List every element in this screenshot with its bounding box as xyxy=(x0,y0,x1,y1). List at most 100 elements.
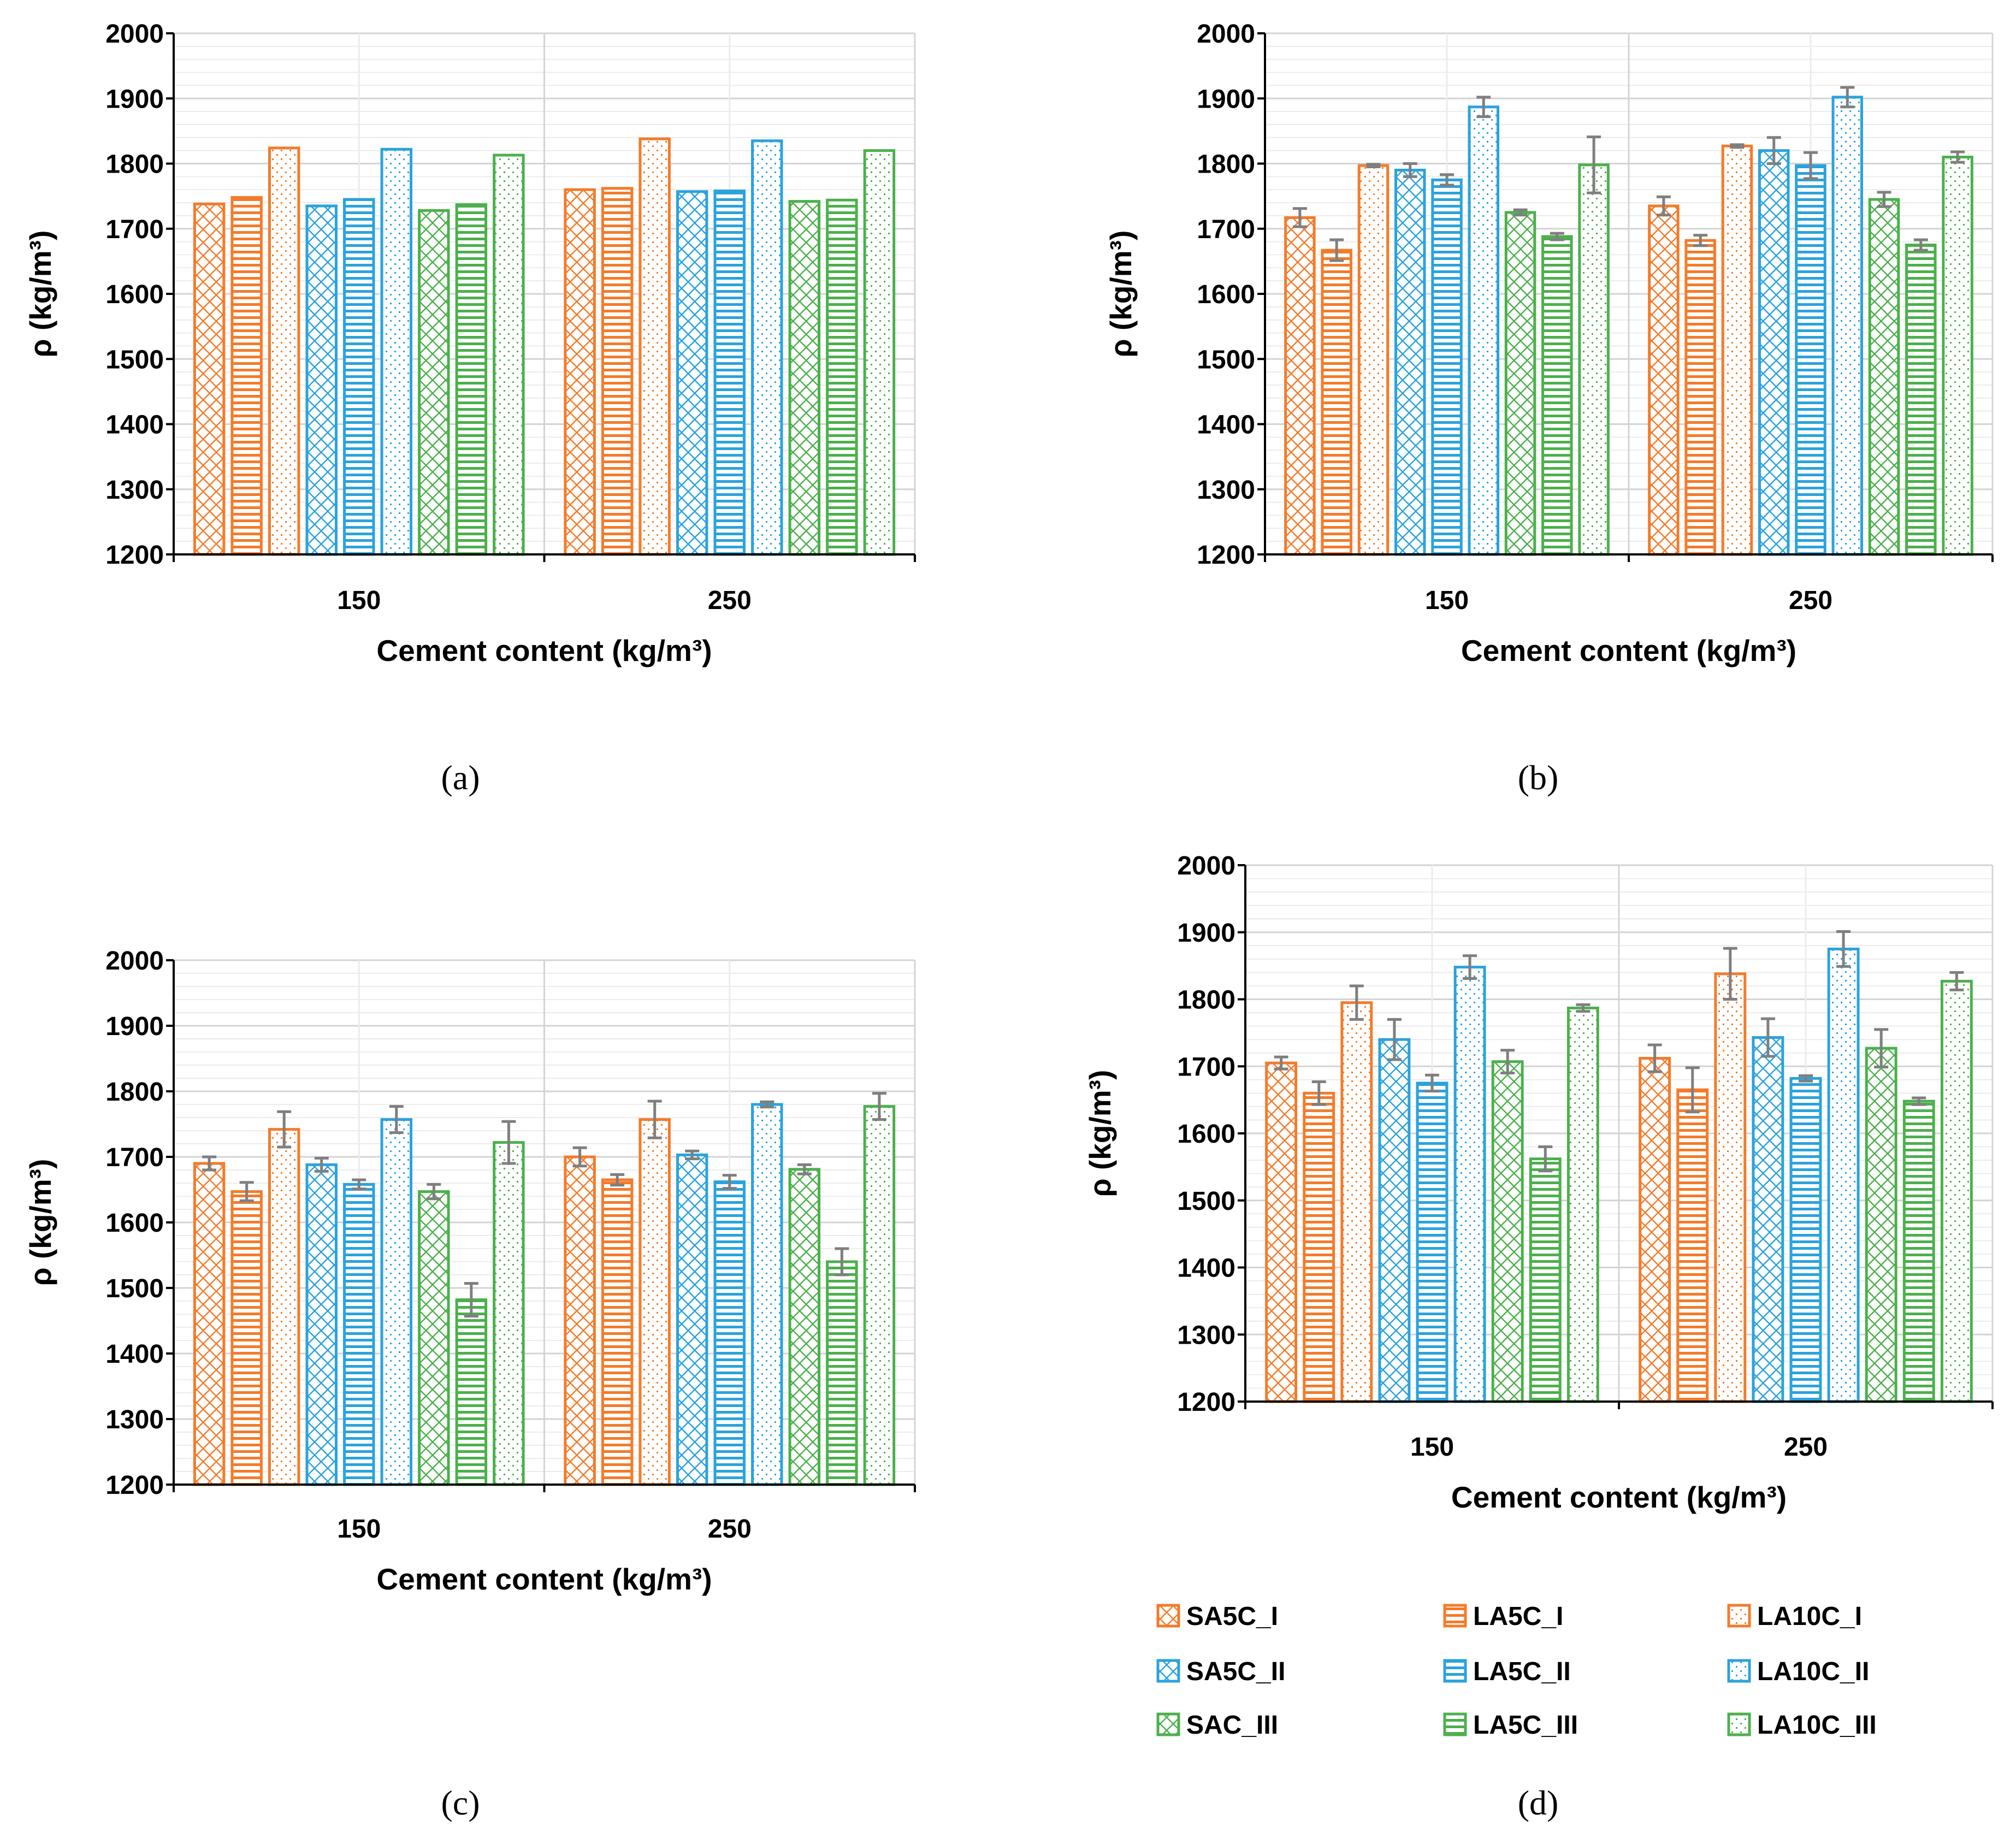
errorbar-LA10C_I-150 xyxy=(1366,163,1381,168)
bar-SA5C_I-150 xyxy=(193,1162,226,1486)
bar-LA5C_III-250 xyxy=(826,198,858,556)
bar-LA5C_II-250 xyxy=(1795,164,1826,556)
bar-LA5C_II-150 xyxy=(1416,1081,1449,1403)
bar-LA5C_II-250 xyxy=(713,1180,746,1486)
y-axis-title: ρ (kg/m³) xyxy=(1104,230,1138,358)
bar-SA5C_II-150 xyxy=(1394,168,1426,556)
x-axis-title: Cement content (kg/m³) xyxy=(376,1562,712,1596)
bar-SA5C_I-150 xyxy=(1284,216,1316,556)
errorbar-LA10C_II-250 xyxy=(1840,86,1855,109)
x-axis-title: Cement content (kg/m³) xyxy=(1461,634,1796,667)
bar-SA5C_I-150 xyxy=(193,202,226,556)
errorbar-LA10C_III-250 xyxy=(1949,971,1964,991)
legend-label: SAC_III xyxy=(1186,1711,1278,1740)
y-tick-label: 1700 xyxy=(1197,215,1255,244)
y-tick-label: 1600 xyxy=(105,1209,164,1238)
errorbar-LA10C_I-250 xyxy=(1730,143,1745,149)
panel-caption: (a) xyxy=(441,758,480,797)
y-tick-label: 1300 xyxy=(1197,476,1255,505)
bar-SAC_III-250 xyxy=(1868,198,1900,556)
errorbar-SA5C_I-150 xyxy=(202,1155,217,1172)
y-tick-label: 1200 xyxy=(105,541,164,570)
bar-LA10C_II-150 xyxy=(380,1118,413,1486)
errorbar-SA5C_I-250 xyxy=(1656,195,1671,217)
x-tick-label: 150 xyxy=(1425,586,1469,615)
chart-panel-2: 1200 1300 1400 1500 1600 1700 1800 1900 2000 150 2… xyxy=(1104,20,1994,667)
bar-LA5C_III-150 xyxy=(1541,235,1573,556)
errorbar-LA10C_I-150 xyxy=(1349,984,1364,1021)
errorbar-SA5C_I-150 xyxy=(1292,207,1307,228)
y-tick-label: 1800 xyxy=(1177,986,1235,1015)
errorbar-LA5C_II-150 xyxy=(1440,173,1454,187)
bar-SA5C_I-250 xyxy=(1648,204,1680,556)
bar-SA5C_II-250 xyxy=(1758,149,1790,556)
errorbar-SA5C_I-150 xyxy=(1274,1055,1288,1071)
errorbar-LA10C_III-150 xyxy=(501,1120,516,1165)
y-tick-label: 1800 xyxy=(105,150,164,179)
legend-item-LA10C_III: LA10C_III xyxy=(1727,1711,1877,1740)
errorbar-LA5C_III-150 xyxy=(1538,1145,1553,1173)
bar-SAC_III-250 xyxy=(788,1168,821,1486)
errorbar-SAC_III-250 xyxy=(1877,191,1891,208)
y-tick-label: 1500 xyxy=(1197,345,1255,374)
errorbar-LA10C_I-150 xyxy=(277,1110,292,1149)
x-tick-label: 150 xyxy=(337,586,381,615)
y-tick-label: 1600 xyxy=(1177,1120,1235,1149)
y-tick-label: 1200 xyxy=(105,1471,164,1500)
errorbar-LA10C_II-250 xyxy=(1836,930,1851,968)
y-tick-label: 1200 xyxy=(1197,541,1255,570)
bar-LA5C_I-150 xyxy=(230,196,263,556)
errorbar-SA5C_II-250 xyxy=(1760,1017,1775,1058)
errorbar-SAC_III-250 xyxy=(797,1163,812,1175)
errorbar-SAC_III-250 xyxy=(1874,1028,1889,1068)
bar-LA10C_I-250 xyxy=(639,1118,671,1486)
bar-LA10C_I-250 xyxy=(1714,972,1747,1403)
bar-SAC_III-250 xyxy=(788,200,821,556)
y-tick-label: 1500 xyxy=(105,1274,164,1303)
panel-caption: (d) xyxy=(1518,1783,1559,1822)
errorbar-SA5C_I-250 xyxy=(572,1146,587,1168)
y-axis-title: ρ (kg/m³) xyxy=(23,1159,57,1286)
bar-LA10C_I-150 xyxy=(268,146,300,556)
errorbar-LA5C_III-150 xyxy=(1550,232,1564,241)
bar-LA5C_I-250 xyxy=(601,187,634,556)
legend-item-LA10C_II: LA10C_II xyxy=(1727,1657,1869,1686)
bar-LA10C_III-150 xyxy=(493,153,525,556)
bar-LA5C_I-250 xyxy=(1684,239,1716,556)
legend-swatch xyxy=(1443,1604,1467,1628)
errorbar-LA5C_II-250 xyxy=(1799,1074,1813,1083)
errorbar-LA10C_II-150 xyxy=(1463,954,1477,980)
errorbar-LA10C_III-250 xyxy=(1950,150,1965,164)
bar-LA10C_III-250 xyxy=(1942,156,1973,556)
errorbar-LA5C_III-250 xyxy=(1913,238,1928,252)
x-tick-label: 150 xyxy=(1410,1433,1454,1462)
bar-LA5C_I-150 xyxy=(1303,1091,1335,1403)
bar-LA5C_III-150 xyxy=(455,203,488,556)
errorbar-SAC_III-150 xyxy=(427,1183,441,1201)
errorbar-LA5C_II-150 xyxy=(352,1178,366,1191)
x-axis-title: Cement content (kg/m³) xyxy=(376,634,712,667)
errorbar-LA10C_II-150 xyxy=(389,1105,404,1134)
errorbar-SA5C_II-250 xyxy=(685,1149,700,1161)
errorbar-LA10C_III-250 xyxy=(872,1092,886,1121)
legend-swatch xyxy=(1443,1712,1467,1736)
bar-LA10C_II-250 xyxy=(751,139,783,556)
bar-LA5C_III-250 xyxy=(826,1260,858,1486)
errorbar-LA5C_III-250 xyxy=(835,1247,849,1276)
bar-SA5C_II-150 xyxy=(305,1163,338,1486)
panel-caption: (b) xyxy=(1518,758,1559,797)
legend-label: LA5C_I xyxy=(1473,1602,1563,1631)
bar-LA5C_II-250 xyxy=(713,190,746,556)
bar-LA5C_II-250 xyxy=(1789,1077,1822,1403)
legend-label: LA5C_II xyxy=(1473,1657,1571,1686)
y-tick-label: 1800 xyxy=(1197,150,1255,179)
y-tick-label: 1400 xyxy=(105,1340,164,1369)
errorbar-LA5C_II-150 xyxy=(1425,1073,1439,1093)
errorbar-LA10C_III-150 xyxy=(1587,135,1601,194)
y-tick-label: 2000 xyxy=(105,947,164,976)
bar-SA5C_II-250 xyxy=(1752,1036,1784,1403)
y-tick-label: 1300 xyxy=(105,476,164,505)
errorbar-SA5C_II-150 xyxy=(1403,162,1417,178)
chart-panel-3: 1200 1300 1400 1500 1600 1700 1800 1900 2000 150 2… xyxy=(23,947,916,1596)
